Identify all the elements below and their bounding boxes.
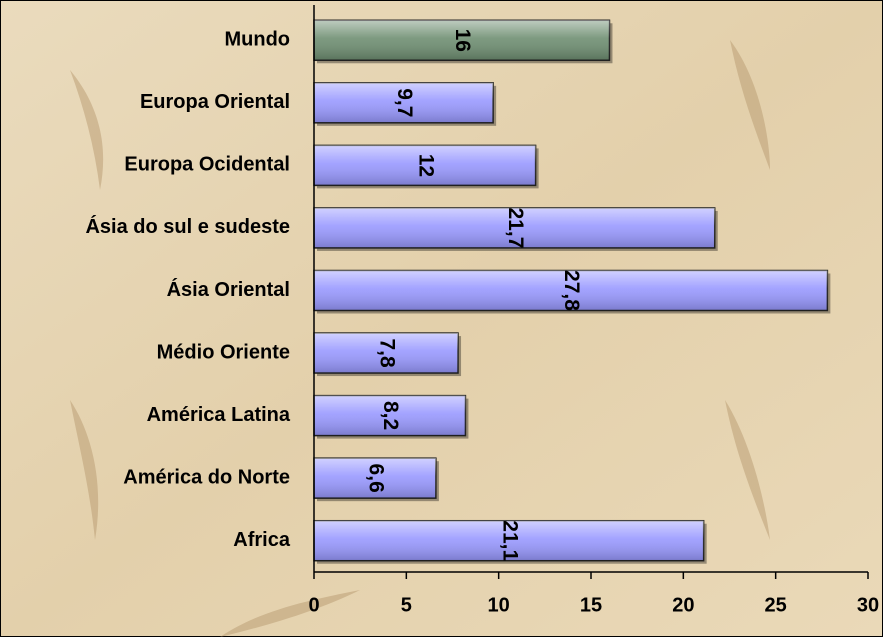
y-tick-label: América do Norte bbox=[123, 466, 290, 488]
value-label: 9,7 bbox=[393, 88, 416, 117]
x-tick-label: 25 bbox=[765, 594, 787, 616]
bar-shine bbox=[314, 458, 436, 499]
x-tick-label: 0 bbox=[308, 594, 319, 616]
value-label: 16 bbox=[451, 29, 474, 52]
y-tick-label: Médio Oriente bbox=[157, 341, 290, 363]
x-tick-label: 10 bbox=[488, 594, 510, 616]
x-tick-label: 20 bbox=[672, 594, 694, 616]
x-tick-label: 5 bbox=[401, 594, 412, 616]
y-tick-label: Mundo bbox=[224, 29, 290, 51]
bar-shine bbox=[314, 333, 459, 374]
y-tick-label: Europa Ocidental bbox=[124, 154, 290, 176]
y-tick-label: Ásia do sul e sudeste bbox=[85, 215, 290, 238]
bar-shine bbox=[314, 520, 704, 561]
x-tick-label: 15 bbox=[580, 594, 602, 616]
bar-shine bbox=[314, 207, 715, 248]
y-tick-label: Africa bbox=[233, 529, 291, 551]
value-label: 21,7 bbox=[504, 208, 527, 249]
value-label: 21,1 bbox=[498, 520, 521, 561]
bar-shine bbox=[314, 270, 828, 311]
y-tick-label: Ásia Oriental bbox=[167, 278, 290, 301]
bar-shine bbox=[314, 145, 536, 186]
bar-shine bbox=[314, 82, 494, 123]
bar-shine bbox=[314, 20, 610, 61]
y-tick-label: América Latina bbox=[147, 404, 291, 426]
decoration bbox=[70, 40, 770, 637]
value-label: 27,8 bbox=[560, 270, 583, 311]
value-label: 12 bbox=[414, 154, 437, 177]
value-label: 7,8 bbox=[375, 338, 398, 368]
value-label: 6,6 bbox=[364, 464, 387, 493]
bar-shine bbox=[314, 395, 466, 436]
x-tick-label: 30 bbox=[857, 594, 879, 616]
value-label: 8,2 bbox=[379, 401, 402, 430]
y-tick-label: Europa Oriental bbox=[140, 91, 290, 113]
